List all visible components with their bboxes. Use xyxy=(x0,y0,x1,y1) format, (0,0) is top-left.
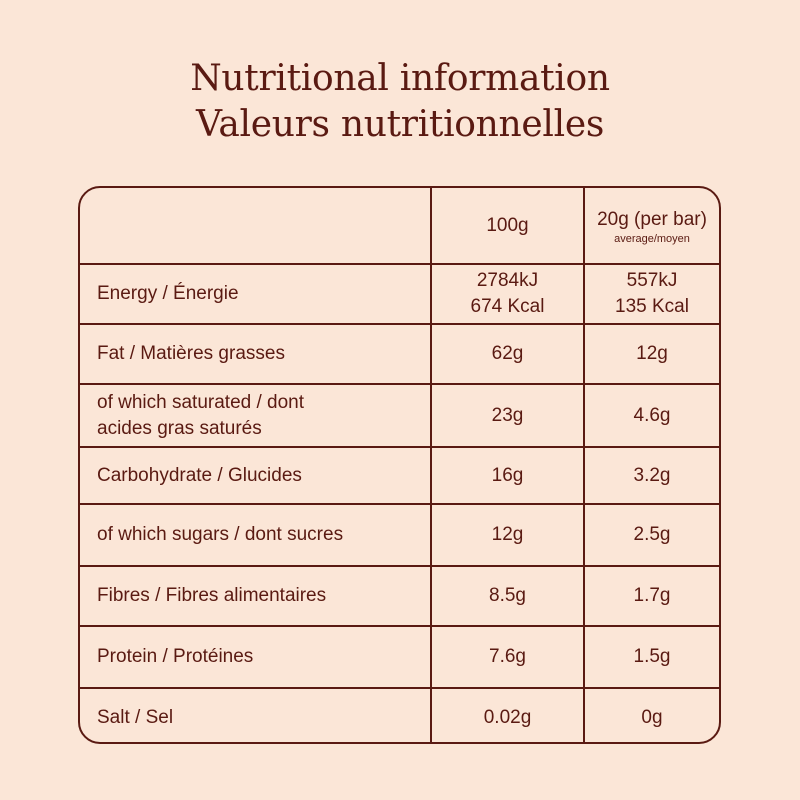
row-label: Protein / Protéines xyxy=(80,626,432,689)
title-french: Valeurs nutritionnelles xyxy=(195,104,605,145)
energy-kj-100g: 2784kJ xyxy=(476,270,539,291)
row-label: Carbohydrate / Glucides xyxy=(80,447,432,505)
table-row: of which sugars / dont sucres 12g 2.5g xyxy=(80,504,719,567)
header-100g: 100g xyxy=(431,188,585,265)
row-label: of which saturated / dont acides gras sa… xyxy=(80,384,432,448)
row-value-20g: 557kJ 135 Kcal xyxy=(584,264,719,325)
table-row: Protein / Protéines 7.6g 1.5g xyxy=(80,626,719,689)
header-per-bar: 20g (per bar) average/moyen xyxy=(584,188,719,265)
table-row: Energy / Énergie 2784kJ 674 Kcal 557kJ 1… xyxy=(80,264,719,325)
energy-kcal-20g: 135 Kcal xyxy=(615,296,689,317)
row-value-20g: 1.5g xyxy=(584,626,719,689)
table-header-row: 100g 20g (per bar) average/moyen xyxy=(80,188,719,265)
header-per-bar-sub: average/moyen xyxy=(614,232,690,245)
row-value-100g: 62g xyxy=(431,324,585,385)
header-empty-cell xyxy=(80,188,432,265)
row-value-100g: 7.6g xyxy=(431,626,585,689)
row-value-20g: 1.7g xyxy=(584,566,719,627)
row-label: Fat / Matières grasses xyxy=(80,324,432,385)
row-value-20g: 12g xyxy=(584,324,719,385)
nutrition-table: 100g 20g (per bar) average/moyen Energy … xyxy=(78,186,721,744)
row-value-20g: 0g xyxy=(641,706,663,728)
page-title: Nutritional information Valeurs nutritio… xyxy=(0,56,800,148)
table-row: of which saturated / dont acides gras sa… xyxy=(80,384,719,448)
table-row: Fibres / Fibres alimentaires 8.5g 1.7g xyxy=(80,566,719,627)
row-value-100g: 8.5g xyxy=(431,566,585,627)
row-label: Salt / Sel xyxy=(80,688,432,742)
table-row: Fat / Matières grasses 62g 12g xyxy=(80,324,719,385)
row-value-100g: 0.02g xyxy=(431,688,585,742)
energy-kj-20g: 557kJ xyxy=(626,270,678,291)
row-value-100g: 23g xyxy=(431,384,585,448)
row-value-20g: 3.2g xyxy=(584,447,719,505)
header-per-bar-label: 20g (per bar) xyxy=(597,208,707,230)
row-value-100g: 16g xyxy=(431,447,585,505)
row-value-20g: 2.5g xyxy=(584,504,719,567)
row-value-100g: 12g xyxy=(431,504,585,567)
title-english: Nutritional information xyxy=(190,58,610,99)
row-value-100g: 2784kJ 674 Kcal xyxy=(431,264,585,325)
row-label: of which sugars / dont sucres xyxy=(80,504,432,567)
energy-kcal-100g: 674 Kcal xyxy=(470,296,545,317)
row-label: Energy / Énergie xyxy=(80,264,432,325)
table-row: Carbohydrate / Glucides 16g 3.2g xyxy=(80,447,719,505)
table-row: Salt / Sel 0.02g 0g xyxy=(80,688,719,742)
row-label-line-1: of which saturated / dont xyxy=(97,391,305,413)
row-label-line-2: acides gras saturés xyxy=(97,417,262,439)
row-label: Fibres / Fibres alimentaires xyxy=(80,566,432,627)
row-value-20g: 4.6g xyxy=(584,384,719,448)
